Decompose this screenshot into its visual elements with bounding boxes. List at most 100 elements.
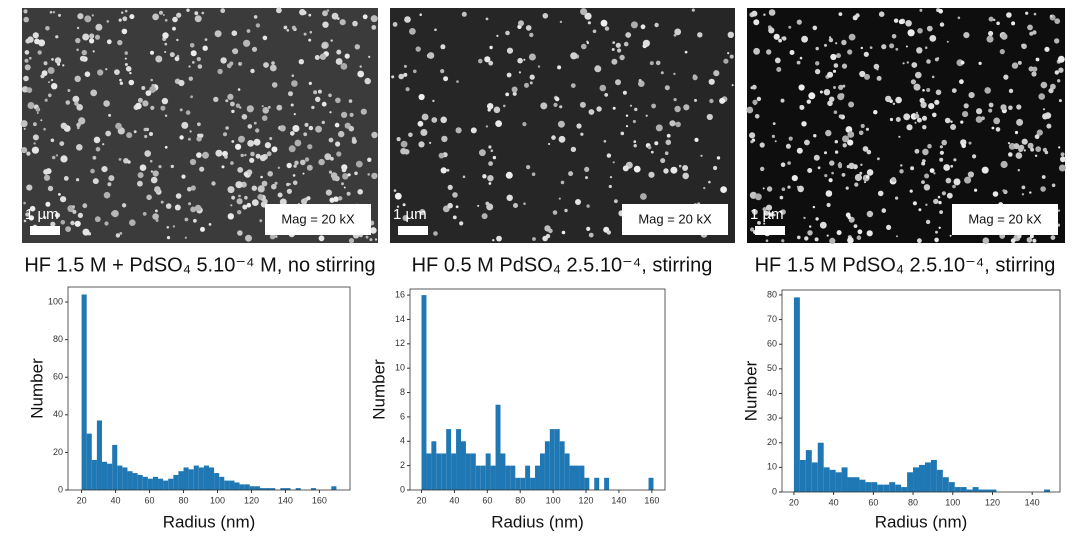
particle [915, 111, 919, 114]
particle [54, 57, 62, 64]
particle [158, 165, 162, 169]
particle [227, 93, 234, 100]
particle [1015, 152, 1023, 159]
particle [847, 49, 853, 55]
particle [838, 84, 844, 90]
particle [1058, 146, 1061, 149]
particle [352, 20, 358, 27]
particle [344, 53, 350, 59]
particle [128, 79, 135, 86]
particle [826, 202, 831, 208]
particle [670, 166, 678, 174]
bar [117, 465, 123, 490]
particle [493, 106, 501, 114]
particle [161, 97, 169, 105]
particle [23, 75, 29, 82]
particle [856, 235, 862, 240]
particle [723, 58, 729, 64]
particle [447, 184, 453, 190]
particle [531, 172, 536, 176]
particle [914, 148, 920, 154]
particle [144, 150, 151, 157]
particle [149, 159, 153, 163]
particle [152, 213, 159, 220]
particle [1021, 43, 1025, 48]
bar [793, 297, 800, 492]
particle [976, 108, 983, 115]
particle [746, 106, 754, 114]
bar [451, 453, 457, 490]
particle [654, 141, 659, 146]
particle [190, 50, 197, 57]
particle [576, 123, 582, 129]
particle [517, 57, 523, 64]
y-tick-label: 80 [53, 334, 63, 344]
particle [774, 140, 777, 143]
particle [238, 135, 245, 143]
particle [922, 115, 927, 121]
particle [237, 230, 243, 236]
particle [188, 65, 191, 68]
particle [1034, 134, 1040, 140]
particle [235, 181, 243, 189]
particle [291, 25, 296, 30]
particle [105, 68, 108, 71]
particle [1038, 93, 1045, 100]
particle [1028, 66, 1034, 72]
bar [817, 442, 824, 492]
particle [105, 130, 112, 137]
particle [108, 113, 112, 117]
bar [81, 294, 87, 490]
particle [231, 109, 235, 114]
particle [354, 171, 358, 176]
particle [77, 13, 84, 20]
particle [762, 207, 767, 212]
particle [253, 15, 258, 19]
particle [968, 141, 972, 145]
particle [814, 68, 821, 75]
particle [845, 212, 851, 218]
scale-bar-label: 1 µm [750, 206, 784, 223]
particle [756, 96, 762, 102]
particle [924, 46, 928, 49]
particle [181, 121, 189, 129]
particle [753, 47, 760, 55]
particle [996, 21, 1000, 26]
particle [314, 55, 320, 60]
particle [487, 175, 494, 182]
x-tick-label: 20 [417, 495, 427, 505]
particle [709, 98, 714, 104]
particle [760, 166, 765, 172]
particle [895, 96, 902, 104]
particle [654, 22, 659, 28]
particle [1044, 150, 1049, 155]
mag-box [622, 204, 728, 235]
particle [752, 209, 758, 215]
particle [485, 17, 489, 21]
particle [932, 112, 937, 118]
particle [933, 198, 939, 205]
particle [1011, 62, 1019, 69]
particle [825, 129, 832, 137]
particle [251, 46, 258, 52]
particle [939, 210, 943, 215]
bar [895, 484, 902, 492]
particle [95, 23, 103, 31]
particle [455, 127, 462, 134]
particle [917, 238, 922, 244]
particle [594, 65, 602, 73]
particle [529, 74, 535, 80]
particle [335, 97, 341, 104]
particle [708, 78, 715, 85]
particle [961, 143, 966, 149]
particle [906, 124, 913, 131]
bar [183, 467, 189, 490]
particle [29, 205, 36, 212]
x-tick-label: 40 [111, 495, 121, 505]
bar [594, 477, 600, 490]
particle [367, 173, 371, 176]
particle [478, 58, 483, 64]
particle [271, 183, 277, 190]
bar [984, 489, 991, 492]
particle [415, 46, 421, 52]
